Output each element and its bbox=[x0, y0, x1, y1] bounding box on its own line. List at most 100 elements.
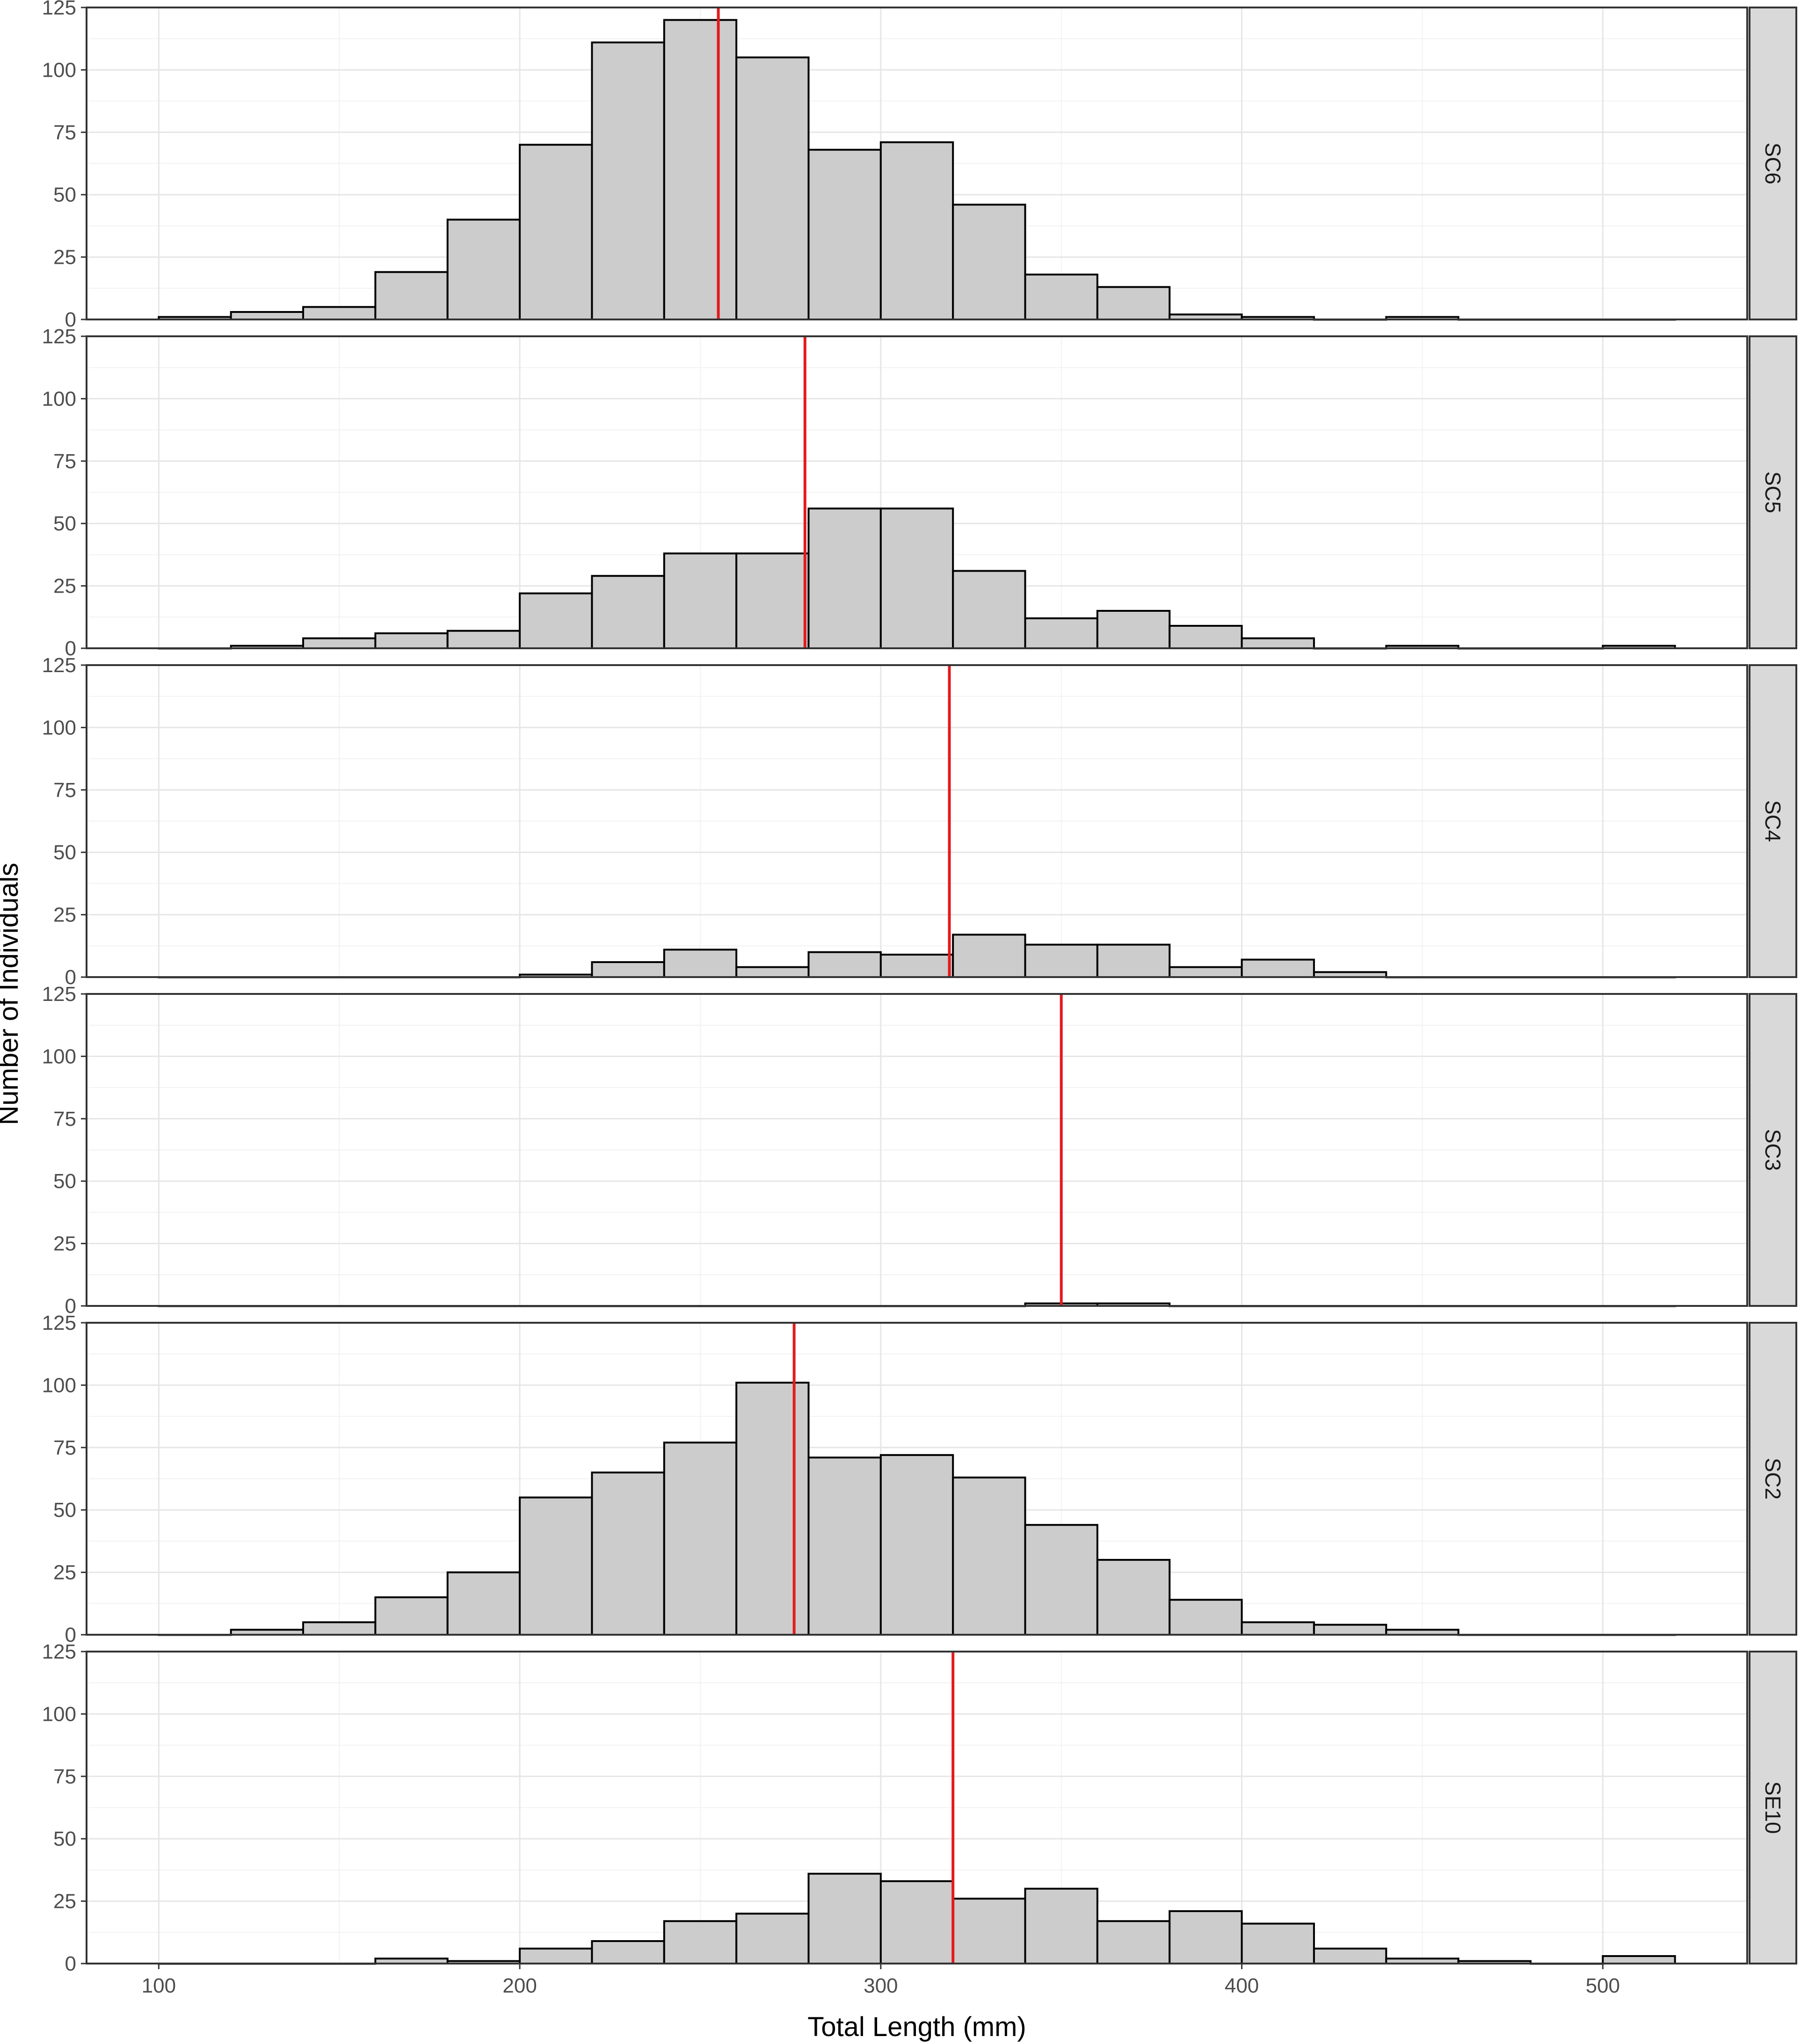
histogram-bar bbox=[807, 1872, 882, 1965]
histogram-bar bbox=[374, 1596, 449, 1636]
panel-border bbox=[86, 664, 1748, 978]
histogram-bar bbox=[591, 1940, 665, 1965]
histogram-bar bbox=[1602, 1955, 1676, 1965]
histogram-bar bbox=[807, 507, 882, 649]
facet-panel-se10: 0 25 50 75 100 125 SE10 bbox=[42, 1640, 1797, 1975]
y-tick-label: 100 bbox=[42, 58, 76, 81]
histogram-bar bbox=[1096, 286, 1171, 321]
histogram-bar bbox=[519, 144, 593, 320]
y-tick-label: 50 bbox=[53, 1499, 76, 1522]
y-tick-label: 0 bbox=[65, 308, 76, 331]
histogram-bar bbox=[1096, 943, 1171, 978]
histogram-bar bbox=[879, 1454, 954, 1636]
y-tick-label: 25 bbox=[53, 1890, 76, 1913]
histogram-bar bbox=[230, 311, 305, 321]
histogram-bar bbox=[879, 1880, 954, 1965]
facet-strip-label: SC6 bbox=[1761, 143, 1785, 184]
y-tick-label: 100 bbox=[42, 1374, 76, 1397]
histogram-bar bbox=[591, 41, 665, 321]
histogram-bar bbox=[879, 507, 954, 649]
y-tick-label: 50 bbox=[53, 1827, 76, 1850]
histogram-bar bbox=[807, 1457, 882, 1636]
facet-strip-label: SE10 bbox=[1761, 1781, 1785, 1834]
histogram-bar bbox=[519, 1947, 593, 1964]
panel-border bbox=[86, 7, 1748, 320]
histogram-bar bbox=[1024, 273, 1098, 321]
facet-strip bbox=[1749, 664, 1797, 978]
y-tick-label: 125 bbox=[42, 1640, 76, 1663]
y-tick-label: 50 bbox=[53, 841, 76, 864]
histogram-bar bbox=[1024, 617, 1098, 650]
histogram-bar bbox=[374, 632, 449, 650]
histogram-bar bbox=[952, 1476, 1026, 1636]
panel-border bbox=[86, 335, 1748, 649]
x-axis-title: Total Length (mm) bbox=[807, 2012, 1026, 2042]
histogram-bar bbox=[591, 1471, 665, 1636]
y-tick-label: 125 bbox=[42, 1312, 76, 1334]
histogram-bar bbox=[302, 306, 377, 321]
histogram-bar bbox=[1024, 1887, 1098, 1964]
histogram-bar bbox=[302, 1621, 377, 1636]
histogram-bar bbox=[735, 1913, 810, 1965]
x-tick-label: 300 bbox=[864, 1974, 898, 1997]
y-tick-label: 0 bbox=[65, 637, 76, 660]
x-axis: 100 200 300 400 500 bbox=[142, 1964, 1620, 1997]
histogram-bar bbox=[807, 951, 882, 979]
y-tick-label: 25 bbox=[53, 575, 76, 598]
y-tick-label: 125 bbox=[42, 983, 76, 1006]
y-tick-label: 100 bbox=[42, 716, 76, 739]
histogram-bar bbox=[1096, 1920, 1171, 1965]
y-tick-label: 75 bbox=[53, 450, 76, 473]
y-tick-label: 100 bbox=[42, 1045, 76, 1068]
y-tick-label: 25 bbox=[53, 904, 76, 927]
y-tick-label: 50 bbox=[53, 183, 76, 206]
histogram-bar bbox=[519, 592, 593, 650]
y-tick-label: 25 bbox=[53, 246, 76, 269]
y-tick-label: 75 bbox=[53, 1765, 76, 1788]
y-tick-label: 100 bbox=[42, 1703, 76, 1725]
histogram-bar bbox=[446, 1571, 521, 1636]
histogram-bar bbox=[1241, 637, 1315, 650]
histogram-bar bbox=[879, 953, 954, 978]
y-tick-label: 100 bbox=[42, 387, 76, 410]
x-tick-label: 500 bbox=[1586, 1974, 1620, 1997]
histogram-bar bbox=[735, 552, 810, 650]
y-tick-label: 75 bbox=[53, 1436, 76, 1459]
panel-border bbox=[86, 993, 1748, 1307]
y-tick-label: 125 bbox=[42, 325, 76, 348]
panel-border bbox=[86, 1322, 1748, 1636]
histogram-bar bbox=[519, 1496, 593, 1636]
histogram-bar bbox=[735, 1382, 810, 1636]
histogram-bar bbox=[879, 141, 954, 320]
histogram-bar bbox=[952, 934, 1026, 978]
histogram-bar bbox=[1169, 624, 1243, 649]
facet-strip bbox=[1749, 7, 1797, 320]
y-tick-label: 0 bbox=[65, 1952, 76, 1975]
facet-strip-label: SC5 bbox=[1761, 471, 1785, 513]
histogram-bar bbox=[374, 271, 449, 321]
facet-panel-sc4: 0 25 50 75 100 125 SC4 bbox=[42, 654, 1797, 989]
histogram-bar bbox=[1096, 609, 1171, 649]
histogram-bar bbox=[1169, 966, 1243, 979]
histogram-bar bbox=[735, 966, 810, 979]
histogram-bar bbox=[302, 637, 377, 650]
histogram-bar bbox=[663, 19, 738, 321]
histogram-bar bbox=[1241, 958, 1315, 978]
y-tick-label: 0 bbox=[65, 1295, 76, 1318]
histogram-bar bbox=[807, 149, 882, 320]
panel-border bbox=[86, 1651, 1748, 1964]
facet-panels: 0 25 50 75 100 125 SC6 0 25 50 75 100 125 SC5 0 25 50 75 1… bbox=[42, 0, 1797, 1975]
histogram-bar bbox=[1313, 1947, 1387, 1964]
histogram-bar bbox=[591, 575, 665, 649]
histogram-bar bbox=[446, 630, 521, 649]
facet-panel-sc6: 0 25 50 75 100 125 SC6 bbox=[42, 0, 1797, 331]
facet-strip-label: SC2 bbox=[1761, 1458, 1785, 1500]
histogram-bar bbox=[952, 203, 1026, 320]
histogram-bar bbox=[663, 949, 738, 978]
y-tick-label: 25 bbox=[53, 1232, 76, 1255]
facet-strip-label: SC4 bbox=[1761, 800, 1785, 842]
histogram-bar bbox=[1096, 1558, 1171, 1636]
histogram-bar bbox=[1241, 1621, 1315, 1636]
histogram-bar bbox=[1024, 1524, 1098, 1636]
y-tick-label: 25 bbox=[53, 1561, 76, 1584]
